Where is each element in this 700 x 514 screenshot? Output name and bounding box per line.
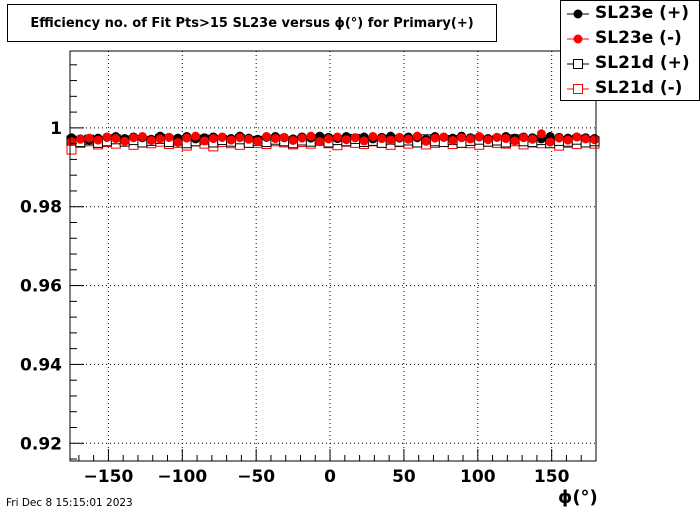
data-points: [66, 129, 600, 155]
data-point: [191, 131, 201, 141]
data-point: [572, 132, 582, 142]
data-point: [182, 133, 192, 143]
data-point: [111, 134, 121, 144]
data-point: [563, 135, 573, 145]
data-point: [66, 144, 77, 155]
data-point: [421, 136, 431, 146]
data-point: [394, 132, 404, 142]
y-tick-labels: 0.92 0.94 0.96 0.98 1: [20, 119, 62, 454]
y-tick-label: 0.92: [20, 434, 62, 454]
data-point: [412, 131, 422, 141]
data-point: [199, 136, 209, 146]
data-point: [297, 133, 307, 143]
data-point: [332, 132, 342, 142]
data-point: [457, 133, 467, 143]
data-point: [403, 134, 413, 144]
grid-lines: [70, 51, 596, 461]
data-point: [102, 132, 112, 142]
data-point: [244, 134, 254, 144]
axis-ticks: [70, 64, 597, 461]
legend-label: SL23e (-): [595, 28, 682, 48]
chart-title: Efficiency no. of Fit Pts>15 SL23e versu…: [7, 4, 497, 42]
x-tick-label: −50: [237, 467, 275, 487]
legend-marker-open-black: [567, 59, 589, 69]
data-point: [430, 133, 440, 143]
data-point: [75, 134, 85, 144]
x-tick-label: 100: [460, 467, 496, 487]
data-point: [226, 135, 236, 145]
data-point: [262, 132, 272, 142]
data-point: [501, 134, 511, 144]
x-tick-labels: −150 −100 −50 0 50 100 150: [84, 467, 570, 487]
data-point: [155, 134, 165, 144]
data-point: [483, 135, 493, 145]
legend: SL23e (+) SL23e (-) SL21d (+) SL21d (-): [560, 0, 700, 101]
data-point: [465, 134, 475, 144]
data-point: [306, 131, 316, 141]
legend-entry: SL23e (+): [561, 1, 700, 26]
data-point: [368, 132, 378, 142]
data-point: [315, 137, 325, 147]
data-point: [581, 134, 591, 144]
data-point: [270, 134, 280, 144]
data-point: [235, 133, 245, 143]
data-point: [350, 133, 360, 143]
legend-label: SL21d (-): [595, 78, 683, 98]
x-axis-label: ϕ(°): [558, 487, 598, 508]
data-point: [492, 132, 502, 142]
y-tick-label: 0.98: [20, 198, 62, 218]
data-point: [527, 134, 537, 144]
x-tick-label: −150: [84, 467, 134, 487]
data-point: [474, 132, 484, 142]
data-point: [84, 133, 94, 143]
legend-entry: SL23e (-): [561, 26, 700, 51]
data-point: [253, 136, 263, 146]
data-point: [439, 132, 449, 142]
footer-timestamp: Fri Dec 8 15:15:01 2023: [6, 497, 133, 509]
data-point: [377, 134, 387, 144]
x-tick-label: 150: [534, 467, 570, 487]
y-tick-label: 0.94: [20, 355, 62, 375]
data-point: [93, 135, 103, 145]
data-point: [359, 136, 369, 146]
legend-marker-open-red: [567, 84, 589, 94]
data-point: [341, 135, 351, 145]
data-point: [510, 136, 520, 146]
x-tick-label: 50: [392, 467, 416, 487]
data-point: [129, 133, 139, 143]
data-point: [66, 137, 76, 147]
data-point: [519, 133, 529, 143]
y-tick-label: 1: [50, 119, 62, 139]
data-point: [208, 134, 218, 144]
x-tick-label: −100: [157, 467, 207, 487]
data-point: [217, 132, 227, 142]
data-point: [173, 137, 183, 147]
data-point: [288, 135, 298, 145]
plot-frame: [69, 50, 597, 462]
data-point: [164, 132, 174, 142]
data-point: [448, 135, 458, 145]
legend-label: SL21d (+): [595, 53, 690, 73]
data-point: [120, 136, 130, 146]
data-point: [554, 133, 564, 143]
data-point: [590, 135, 600, 145]
data-point: [386, 135, 396, 145]
legend-marker-filled-red: [567, 34, 589, 44]
legend-entry: SL21d (+): [561, 51, 700, 76]
data-point: [536, 129, 546, 139]
data-point: [545, 137, 555, 147]
y-tick-label: 0.96: [20, 277, 62, 297]
legend-label: SL23e (+): [595, 3, 689, 23]
data-point: [137, 132, 147, 142]
data-point: [146, 135, 156, 145]
data-point: [279, 132, 289, 142]
x-tick-label: 0: [324, 467, 336, 487]
legend-marker-filled-black: [567, 9, 589, 19]
legend-entry: SL21d (-): [561, 76, 700, 101]
data-point: [324, 134, 334, 144]
